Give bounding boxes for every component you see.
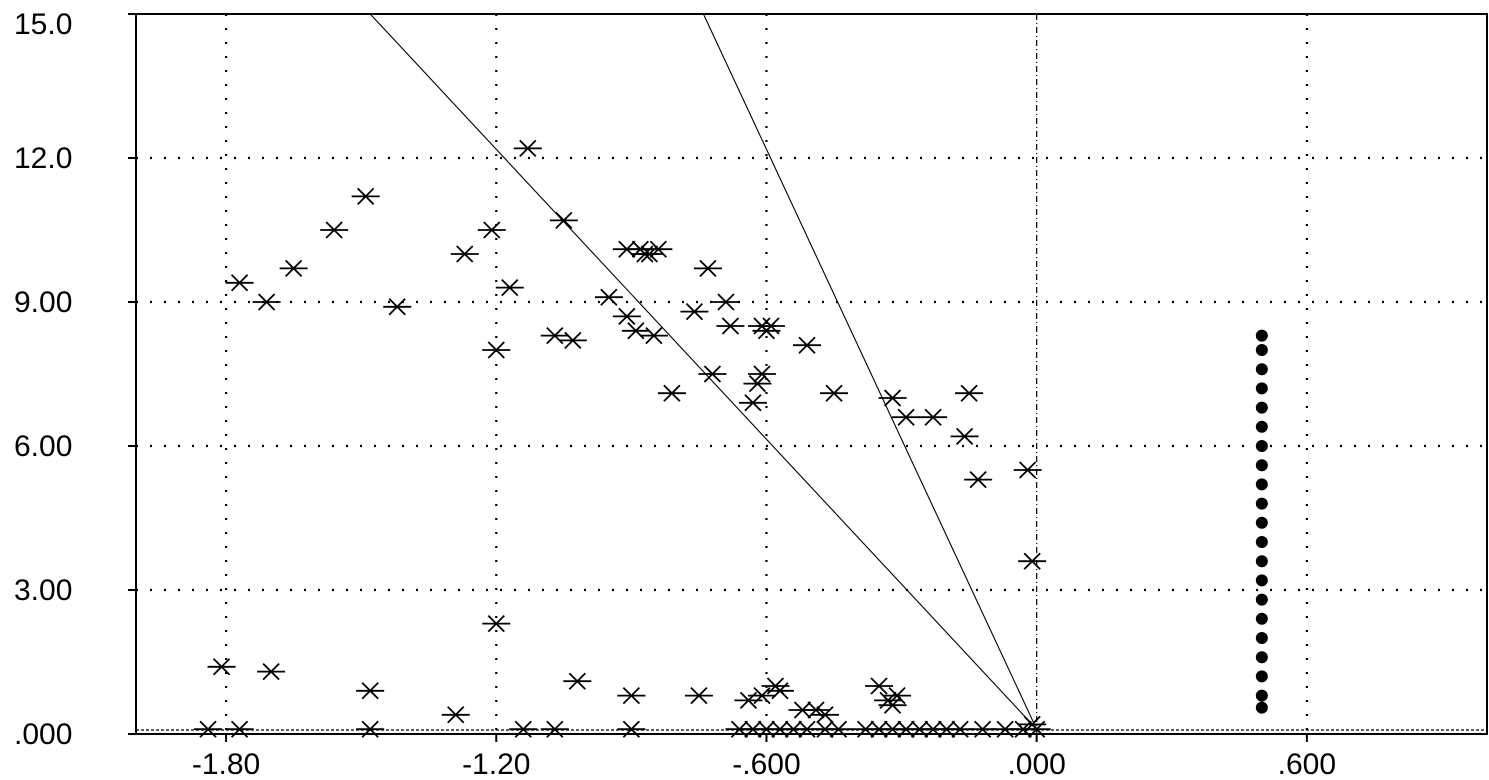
dot-point xyxy=(1255,516,1268,529)
asterisk-point xyxy=(878,696,907,714)
dot-point xyxy=(1255,670,1268,683)
asterisk-point xyxy=(680,302,709,321)
dot-point xyxy=(1255,420,1268,433)
asterisk-point xyxy=(747,365,776,383)
asterisk-point xyxy=(743,374,772,393)
dot-point xyxy=(1255,478,1268,491)
asterisk-point xyxy=(716,317,745,335)
asterisk-point xyxy=(919,408,948,426)
x-tick-label: -.600 xyxy=(732,748,800,780)
asterisk-point xyxy=(765,682,794,700)
asterisk-point xyxy=(955,384,984,402)
y-tick-label: 9.00 xyxy=(14,286,72,319)
asterisk-point xyxy=(207,658,236,676)
x-tick-label: .000 xyxy=(1007,748,1065,780)
asterisk-point xyxy=(892,408,921,426)
reference-line-0 xyxy=(369,13,1038,730)
asterisk-point xyxy=(1013,461,1042,479)
y-tick-label: 6.00 xyxy=(14,430,72,463)
asterisk-point xyxy=(865,677,894,695)
asterisk-point xyxy=(752,322,781,340)
dot-point xyxy=(1255,344,1268,356)
asterisk-point xyxy=(257,662,286,681)
y-tick-label: .000 xyxy=(14,718,72,751)
asterisk-point xyxy=(657,384,686,402)
dot-point xyxy=(1255,651,1268,664)
asterisk-point xyxy=(482,614,511,633)
asterisk-point xyxy=(950,427,979,446)
y-tick-label: 3.00 xyxy=(14,574,72,607)
asterisk-point xyxy=(1018,552,1047,570)
asterisk-point xyxy=(351,187,380,206)
asterisk-point xyxy=(738,394,767,412)
asterisk-point xyxy=(883,686,912,705)
dot-point xyxy=(1255,401,1268,414)
asterisk-point xyxy=(320,221,349,239)
dot-point xyxy=(1255,382,1268,395)
dot-point xyxy=(1255,689,1268,702)
x-tick-label: -1.80 xyxy=(192,748,260,780)
asterisk-point xyxy=(356,682,385,700)
asterisk-point xyxy=(639,326,668,345)
asterisk-point xyxy=(513,139,542,158)
x-tick-label: -1.20 xyxy=(462,748,530,780)
asterisk-point xyxy=(693,259,722,278)
asterisk-point xyxy=(630,245,659,263)
asterisk-point xyxy=(482,341,511,359)
asterisk-point xyxy=(279,259,308,278)
asterisk-point xyxy=(792,336,821,354)
asterisk-point xyxy=(684,686,713,705)
plot-frame xyxy=(135,13,1488,735)
asterisk-point xyxy=(820,384,849,402)
axes: -1.80 -1.20 -.600 .000 .600 .000 3.00 6.00 9.00 1… xyxy=(14,8,1488,780)
asterisk-point xyxy=(964,470,993,489)
asterisk-point xyxy=(594,288,623,306)
asterisk-point xyxy=(477,221,506,239)
dot-point xyxy=(1255,574,1268,587)
asterisk-point xyxy=(878,389,907,407)
dot-point xyxy=(1255,701,1268,714)
asterisk-point xyxy=(495,278,524,297)
asterisk-point xyxy=(811,706,840,724)
dot-point xyxy=(1255,536,1268,548)
dot-point xyxy=(1255,440,1268,452)
asterisk-point xyxy=(612,307,641,326)
y-tick-label: 15.0 xyxy=(14,8,72,41)
asterisk-point xyxy=(450,245,479,263)
dot-point xyxy=(1255,497,1268,510)
asterisk-point xyxy=(617,686,646,705)
asterisk-point xyxy=(225,274,254,292)
asterisk-point xyxy=(558,331,587,350)
reference-lines xyxy=(369,13,1038,730)
data-points xyxy=(194,139,1268,738)
grid xyxy=(136,14,1487,734)
asterisk-point xyxy=(549,211,578,230)
dot-point xyxy=(1255,555,1268,568)
asterisk-point xyxy=(563,672,592,690)
dot-point xyxy=(1255,363,1268,376)
asterisk-point xyxy=(698,365,727,383)
dot-point xyxy=(1255,593,1268,606)
dot-point xyxy=(1255,459,1268,472)
asterisk-point xyxy=(383,298,412,316)
dot-point xyxy=(1255,632,1268,644)
reference-line-1 xyxy=(702,13,1038,730)
asterisk-point xyxy=(252,293,281,311)
dot-point xyxy=(1255,329,1268,342)
x-tick-label: .600 xyxy=(1278,748,1336,780)
asterisk-point xyxy=(711,293,740,311)
y-tick-label: 12.0 xyxy=(14,142,72,175)
asterisk-point xyxy=(441,706,470,724)
dot-point xyxy=(1255,612,1268,625)
